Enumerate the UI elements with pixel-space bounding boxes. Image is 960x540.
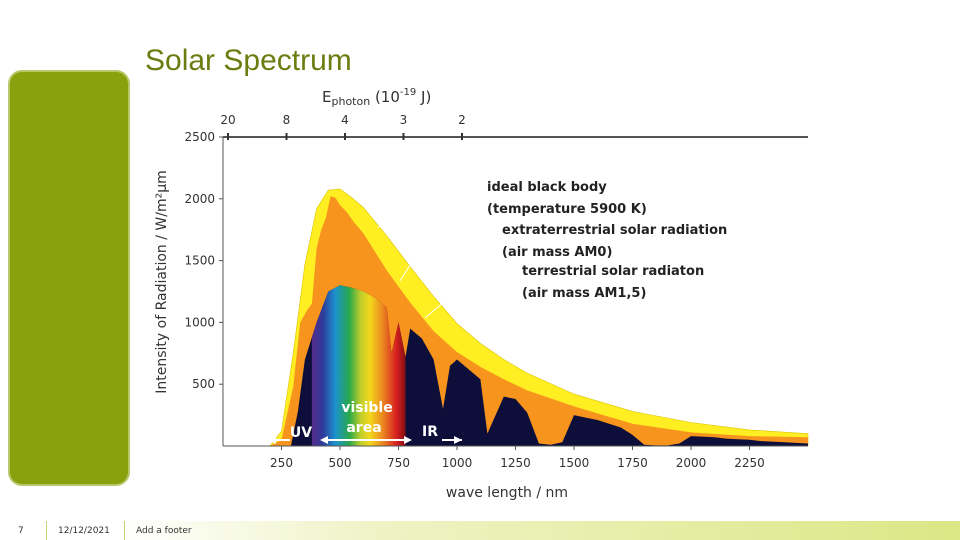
slide-date: 12/12/2021 xyxy=(58,526,110,536)
footer-bar xyxy=(0,521,960,540)
visible-arrow-head-right xyxy=(404,436,412,444)
y-tick-label: 2000 xyxy=(184,192,215,206)
legend-leader-line xyxy=(377,185,487,229)
x-tick-label: 2000 xyxy=(676,456,707,470)
top-axis-label-end: J) xyxy=(416,88,432,106)
ir-label: IR xyxy=(422,424,438,440)
top-axis-label-exp: -19 xyxy=(399,87,417,98)
legend-label: (air mass AM0) xyxy=(502,245,612,260)
x-tick-label: 1750 xyxy=(617,456,648,470)
x-tick-label: 2250 xyxy=(734,456,765,470)
legend-label: ideal black body xyxy=(487,180,607,195)
legend-label: (temperature 5900 K) xyxy=(487,202,647,217)
top-axis-tick-label: 4 xyxy=(341,113,349,127)
y-tick-label: 2500 xyxy=(184,130,215,144)
x-axis-title: wave length / nm xyxy=(446,485,568,501)
top-axis-tick-label: 8 xyxy=(283,113,291,127)
y-axis-title: Intensity of Radiation / W/m²µm xyxy=(154,170,170,393)
visible-arrow-head-left xyxy=(320,436,328,444)
legend-label: (air mass AM1,5) xyxy=(522,286,646,301)
series-area-terrestrial xyxy=(290,285,808,446)
uv-label: UV xyxy=(290,425,312,441)
footer-divider xyxy=(124,521,125,540)
top-axis-tick-label: 3 xyxy=(400,113,408,127)
legend-label: extraterrestrial solar radiation xyxy=(502,223,727,238)
x-tick-label: 250 xyxy=(270,456,293,470)
x-tick-label: 1250 xyxy=(500,456,531,470)
top-axis-title: Ephoton (10-19 J) xyxy=(322,87,432,108)
slide-footer: Add a footer xyxy=(136,526,192,536)
slide-number: 7 xyxy=(18,526,24,536)
x-tick-label: 750 xyxy=(387,456,410,470)
top-axis-tick-label: 2 xyxy=(458,113,466,127)
legend-label: terrestrial solar radiaton xyxy=(522,264,704,279)
footer-divider xyxy=(46,521,47,540)
legend-leader-line xyxy=(424,271,521,319)
sidebar-panel xyxy=(8,70,130,486)
y-tick-label: 500 xyxy=(192,377,215,391)
top-axis-label-rest: (10 xyxy=(370,88,400,106)
y-tick-label: 1000 xyxy=(184,315,215,329)
slide-title: Solar Spectrum xyxy=(145,44,352,77)
legend-leader-line xyxy=(399,229,501,282)
x-tick-label: 500 xyxy=(329,456,352,470)
visible-label-line1: visible xyxy=(341,400,392,416)
x-tick-label: 1500 xyxy=(559,456,590,470)
x-tick-label: 1000 xyxy=(442,456,473,470)
ir-arrow-head xyxy=(454,436,462,444)
top-axis-label-main: E xyxy=(322,88,332,106)
top-axis-label-sub: photon xyxy=(331,95,371,108)
visible-label-line2: area xyxy=(346,420,381,436)
top-axis-tick-label: 20 xyxy=(220,113,235,127)
y-tick-label: 1500 xyxy=(184,254,215,268)
